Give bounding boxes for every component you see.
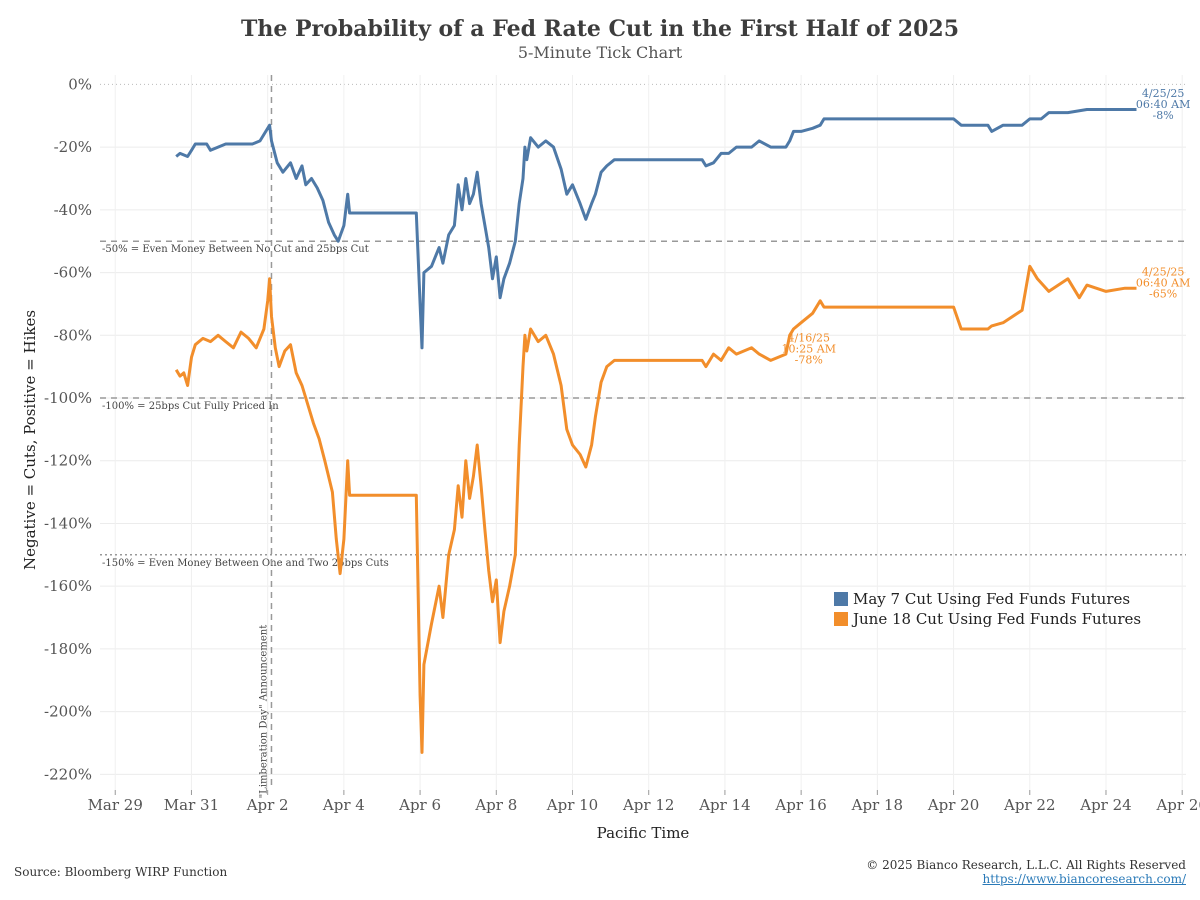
- y-tick-label: -80%: [54, 326, 92, 344]
- copyright-block: © 2025 Bianco Research, L.L.C. All Right…: [866, 858, 1186, 886]
- june-end-label: 4/25/25: [1142, 266, 1184, 279]
- reference-line-label: -50% = Even Money Between No Cut and 25b…: [102, 244, 369, 255]
- y-axis-title: Negative = Cuts, Positive = Hikes: [21, 310, 39, 570]
- june-mid-label: 4/16/25: [788, 332, 830, 345]
- copyright-text: © 2025 Bianco Research, L.L.C. All Right…: [866, 858, 1186, 872]
- x-axis-ticks: Mar 29 Mar 31 Apr 2 Apr 4 Apr 6 Apr 8 Apr 10 Ap…: [88, 790, 1200, 814]
- june-end-label: 06:40 AM: [1136, 277, 1190, 290]
- reference-line-label: -100% = 25bps Cut Fully Priced In: [102, 401, 279, 412]
- may-end-label: -8%: [1153, 109, 1174, 122]
- y-tick-label: -100%: [44, 389, 92, 407]
- series-line-june-18: [174, 264, 1137, 754]
- x-tick-label: Apr 16: [774, 796, 826, 814]
- y-axis-ticks: 0% -20% -40% -60% -80% -100% -120% -140% -160% -1…: [44, 75, 92, 783]
- y-tick-label: -160%: [44, 577, 92, 595]
- y-tick-label: -140%: [44, 514, 92, 532]
- reference-line-label: -150% = Even Money Between One and Two 2…: [102, 558, 389, 569]
- x-axis-title: Pacific Time: [597, 824, 690, 842]
- x-tick-label: Apr 8: [474, 796, 517, 814]
- x-tick-label: Apr 18: [851, 796, 903, 814]
- series-lines: [174, 108, 1137, 754]
- x-tick-label: Apr 2: [246, 796, 289, 814]
- reference-lines: -50% = Even Money Between No Cut and 25b…: [100, 75, 1186, 798]
- series-line-may-7: [175, 108, 1137, 350]
- x-tick-label: Mar 31: [164, 796, 219, 814]
- june-mid-label: 10:25 AM: [782, 343, 836, 356]
- x-tick-label: Apr 26: [1155, 796, 1200, 814]
- x-tick-label: Apr 12: [622, 796, 674, 814]
- event-line-label: "Limberation Day" Announcement: [258, 625, 269, 799]
- y-tick-label: -40%: [54, 201, 92, 219]
- x-tick-label: Apr 14: [698, 796, 750, 814]
- legend-swatch: [834, 612, 848, 626]
- chart-subtitle: 5-Minute Tick Chart: [517, 43, 683, 62]
- website-link[interactable]: https://www.biancoresearch.com/: [982, 872, 1186, 886]
- may-end-label: 06:40 AM: [1136, 98, 1190, 111]
- x-tick-label: Apr 6: [398, 796, 441, 814]
- x-tick-label: Apr 22: [1003, 796, 1055, 814]
- y-tick-label: 0%: [68, 75, 92, 93]
- y-tick-label: -220%: [44, 765, 92, 783]
- june-mid-label: -78%: [795, 354, 823, 367]
- legend-label: June 18 Cut Using Fed Funds Futures: [851, 610, 1141, 628]
- legend-label: May 7 Cut Using Fed Funds Futures: [853, 590, 1130, 608]
- x-tick-label: Apr 10: [546, 796, 598, 814]
- legend: May 7 Cut Using Fed Funds Futures June 18…: [834, 590, 1141, 628]
- source-note: Source: Bloomberg WIRP Function: [14, 865, 228, 879]
- x-tick-label: Apr 20: [927, 796, 979, 814]
- y-tick-label: -60%: [54, 264, 92, 282]
- x-tick-label: Apr 4: [322, 796, 365, 814]
- y-tick-label: -120%: [44, 452, 92, 470]
- x-tick-label: Apr 24: [1079, 796, 1131, 814]
- y-tick-label: -180%: [44, 640, 92, 658]
- may-end-label: 4/25/25: [1142, 87, 1184, 100]
- y-tick-label: -20%: [54, 138, 92, 156]
- june-end-label: -65%: [1149, 288, 1177, 301]
- legend-swatch: [834, 592, 848, 606]
- y-tick-label: -200%: [44, 703, 92, 721]
- chart-title: The Probability of a Fed Rate Cut in the…: [240, 16, 960, 42]
- x-tick-label: Mar 29: [88, 796, 143, 814]
